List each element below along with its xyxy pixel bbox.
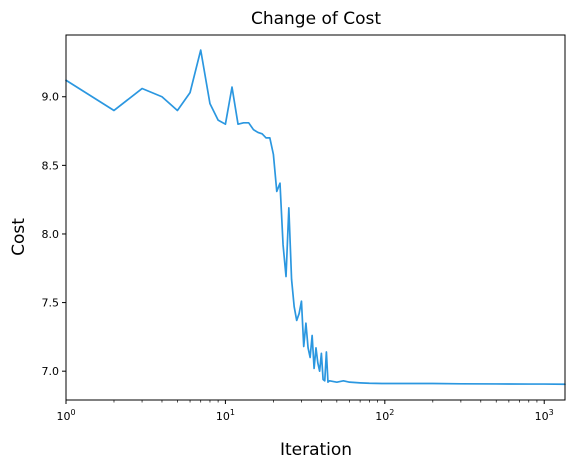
y-tick-label: 7.0: [42, 365, 60, 378]
plot-frame: [65, 34, 566, 401]
y-tick-label: 8.5: [42, 159, 60, 172]
x-tick-label: 100: [56, 408, 75, 423]
chart-title: Change of Cost: [251, 9, 381, 29]
x-tick-label: 101: [216, 408, 235, 423]
y-tick-label: 7.5: [42, 297, 60, 310]
x-axis-ticks: 100 101 102 103: [56, 400, 554, 423]
x-axis-label: Iteration: [280, 440, 352, 460]
x-tick-label: 102: [375, 408, 394, 423]
y-axis-ticks: 7.0 7.5 8.0 8.5 9.0: [42, 91, 66, 378]
y-axis-label: Cost: [9, 218, 29, 256]
x-tick-label: 103: [535, 408, 554, 423]
y-tick-label: 9.0: [42, 91, 60, 104]
y-tick-label: 8.0: [42, 228, 60, 241]
plot-area: [65, 49, 566, 386]
series-line-cost: [65, 49, 566, 386]
